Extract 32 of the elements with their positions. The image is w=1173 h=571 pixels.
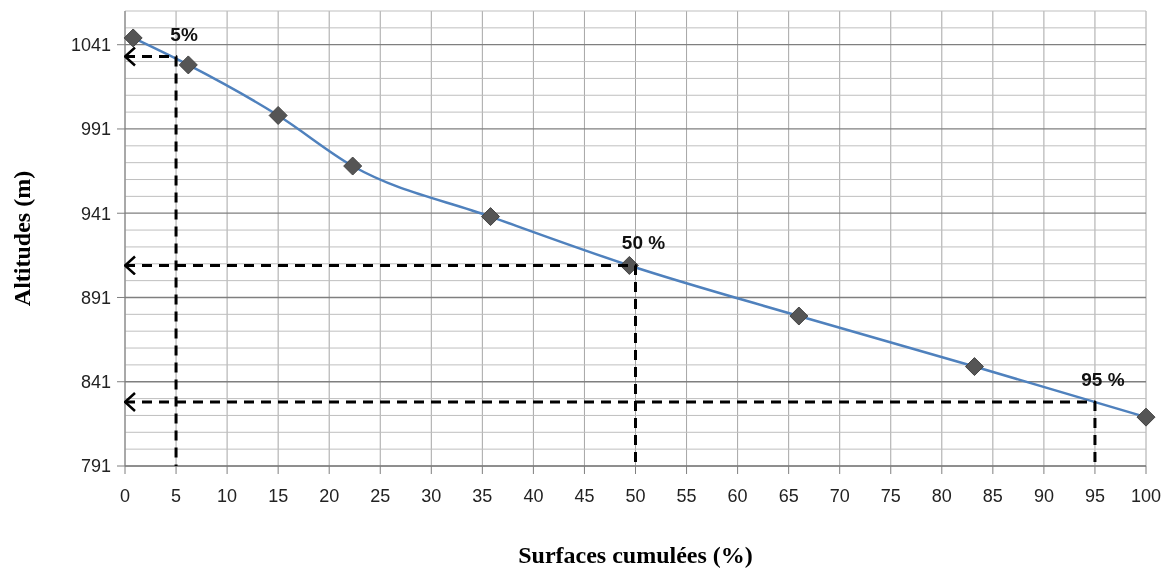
x-axis-title: Surfaces cumulées (%) <box>518 542 753 568</box>
x-tick-label: 25 <box>370 486 391 506</box>
x-tick-label: 15 <box>268 486 289 506</box>
x-tick-label: 85 <box>982 486 1003 506</box>
x-tick-label: 65 <box>778 486 799 506</box>
y-tick-label: 941 <box>80 203 111 224</box>
x-tick-label: 40 <box>523 486 544 506</box>
x-tick-label: 90 <box>1033 486 1054 506</box>
x-tick-label: 45 <box>574 486 595 506</box>
annotation: 5% <box>170 23 198 45</box>
x-tick-label: 60 <box>727 486 748 506</box>
y-tick-label: 841 <box>80 372 111 393</box>
x-tick-label: 50 <box>625 486 646 506</box>
x-tick-label: 5 <box>171 486 182 506</box>
annotation: 95 % <box>1081 368 1125 390</box>
x-tick-label: 100 <box>1130 486 1162 506</box>
x-tick-label: 10 <box>217 486 238 506</box>
annotation: 50 % <box>621 232 666 254</box>
x-tick-label: 70 <box>829 486 850 506</box>
x-tick-label: 75 <box>880 486 901 506</box>
x-tick-label: 30 <box>421 486 442 506</box>
y-tick-label: 991 <box>80 119 111 140</box>
x-tick-label: 35 <box>472 486 493 506</box>
y-tick-label: 891 <box>80 287 111 308</box>
y-tick-label: 791 <box>80 456 111 477</box>
x-tick-label: 20 <box>319 486 340 506</box>
x-tick-label: 95 <box>1084 486 1105 506</box>
y-tick-label: 1041 <box>70 35 111 55</box>
y-axis-title: Altitudes (m) <box>9 170 35 307</box>
x-tick-label: 0 <box>119 486 131 506</box>
x-tick-label: 80 <box>931 486 952 506</box>
x-tick-label: 55 <box>676 486 697 506</box>
